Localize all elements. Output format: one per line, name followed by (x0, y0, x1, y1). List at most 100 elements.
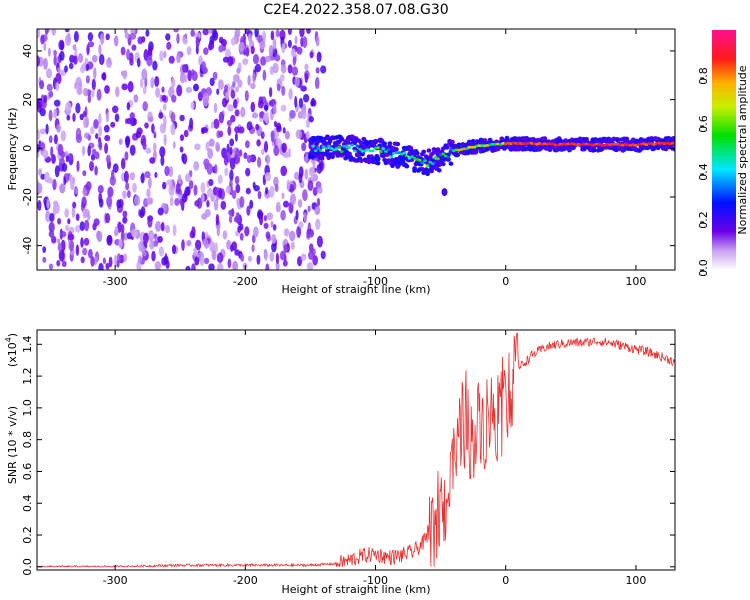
heatmap-cell-717 (190, 101, 195, 110)
heatmap-cell-819 (195, 36, 200, 48)
spectrogram-y-tick-label: -20 (21, 188, 34, 206)
heatmap-cell-629 (118, 238, 123, 249)
heatmap-cell-335 (65, 155, 70, 163)
snr-x-axis-title: Height of straight line (km) (281, 583, 430, 596)
heatmap-cell-631 (245, 187, 251, 195)
heatmap-cell-565 (276, 83, 281, 92)
heatmap-cell-721 (151, 250, 156, 262)
colorbar: 0.0 0.2 0.4 0.6 0.8 Normalized spectral ampl… (697, 30, 749, 277)
heatmap-cell-864 (270, 30, 275, 41)
heatmap-cell-324 (83, 87, 89, 97)
heatmap-cell-671 (72, 44, 77, 51)
heatmap-cell-340 (60, 231, 67, 238)
heatmap-cell-1257 (440, 161, 446, 167)
heatmap-cell-1857 (477, 144, 482, 148)
heatmap-cell-609 (176, 84, 183, 97)
heatmap-cell-454 (308, 250, 314, 260)
snr-ticks: -300 -200 -100 0 100 0.0 0.2 0.4 0.6 0.8 1.0 1.2 1.4 (21, 330, 675, 587)
heatmap-cell-383 (229, 169, 234, 182)
heatmap-cell-769 (137, 36, 143, 45)
heatmap-cell-1897 (582, 142, 586, 146)
heatmap-cell-697 (85, 116, 89, 128)
heatmap-cell-584 (224, 84, 228, 93)
heatmap-cell-875 (279, 250, 286, 261)
heatmap-cell-1197 (414, 150, 420, 156)
heatmap-cell-1858 (480, 144, 485, 148)
heatmap-cell-766 (304, 72, 308, 84)
heatmap-cell-740 (126, 48, 131, 61)
heatmap-cell-517 (261, 148, 265, 156)
heatmap-cell-1789 (671, 136, 675, 141)
heatmap-cell-617 (187, 69, 192, 82)
heatmap-cell-709 (234, 86, 240, 93)
heatmap-cell-821 (112, 163, 119, 173)
heatmap-cell-941 (145, 29, 150, 37)
heatmap-cell-902 (69, 174, 73, 183)
heatmap-cell-712 (63, 176, 67, 186)
heatmap-cell-920 (53, 49, 57, 57)
heatmap-cell-475 (245, 29, 250, 35)
heatmap-cell-325 (129, 172, 136, 181)
heatmap-cell-678 (270, 220, 274, 228)
heatmap-cell-258 (74, 186, 79, 195)
heatmap-cell-1024 (339, 136, 345, 141)
heatmap-cell-117 (176, 33, 180, 44)
heatmap-cell-856 (272, 104, 277, 115)
heatmap-cell-1804 (339, 150, 344, 154)
heatmap-cell-469 (153, 142, 157, 152)
heatmap-cell-356 (251, 244, 255, 253)
heatmap-cell-656 (159, 146, 166, 158)
heatmap-cell-791 (75, 213, 80, 221)
heatmap-cell-883 (80, 65, 85, 74)
heatmap-cell-934 (193, 83, 199, 92)
heatmap-cell-1211 (421, 149, 427, 154)
heatmap-cell-422 (265, 231, 271, 239)
heatmap-cell-435 (226, 120, 232, 126)
heatmap-cell-1122 (382, 141, 387, 146)
heatmap-cell-669 (105, 112, 109, 123)
heatmap-cell-889 (45, 29, 50, 34)
heatmap-cell-583 (57, 67, 61, 74)
heatmap-cell-948 (272, 38, 277, 50)
heatmap-cell-203 (165, 33, 171, 41)
heatmap-cell-591 (230, 37, 236, 46)
heatmap-cell-1870 (511, 141, 516, 145)
heatmap-cell-33 (234, 175, 240, 185)
heatmap-cell-1148 (394, 147, 399, 152)
snr-x-tick-label: 100 (625, 574, 646, 587)
heatmap-cell-713 (94, 151, 100, 160)
heatmap-cell-797 (56, 260, 61, 267)
snr-multiplier-exponent: 4 (4, 337, 13, 342)
heatmap-cell-851 (244, 226, 250, 237)
heatmap-cell-1660 (615, 137, 621, 142)
heatmap-cell-691 (191, 70, 198, 82)
heatmap-cell-919 (54, 202, 60, 214)
heatmap-cell-1855 (472, 145, 477, 149)
heatmap-cell-508 (189, 117, 194, 129)
snr-y-tick-label: 0.8 (21, 431, 34, 449)
heatmap-cell-342 (253, 226, 259, 238)
heatmap-cell-219 (123, 253, 127, 262)
heatmap-cell-700 (264, 172, 271, 182)
heatmap-cell-313 (190, 29, 195, 37)
heatmap-cell-1892 (569, 142, 573, 146)
heatmap-cell-442 (259, 213, 264, 226)
heatmap-cell-870 (179, 72, 186, 84)
heatmap-cell-1807 (347, 146, 352, 149)
heatmap-cell-238 (60, 130, 67, 142)
heatmap-cell-687 (281, 192, 285, 200)
heatmap-cell-923 (42, 256, 47, 263)
heatmap-cell-441 (228, 209, 235, 216)
heatmap-cell-702 (297, 199, 303, 208)
heatmap-cell-1836 (423, 159, 427, 163)
heatmap-cell-199 (287, 29, 292, 36)
heatmap-cell-168 (260, 131, 265, 140)
heatmap-cell-1811 (358, 147, 362, 151)
heatmap-cell-944 (238, 41, 245, 52)
heatmap-cell-547 (90, 126, 95, 135)
heatmap-cell-516 (181, 239, 185, 252)
heatmap-cell-227 (320, 65, 327, 74)
heatmap-cell-468 (149, 240, 155, 250)
heatmap-cell-782 (158, 246, 164, 257)
